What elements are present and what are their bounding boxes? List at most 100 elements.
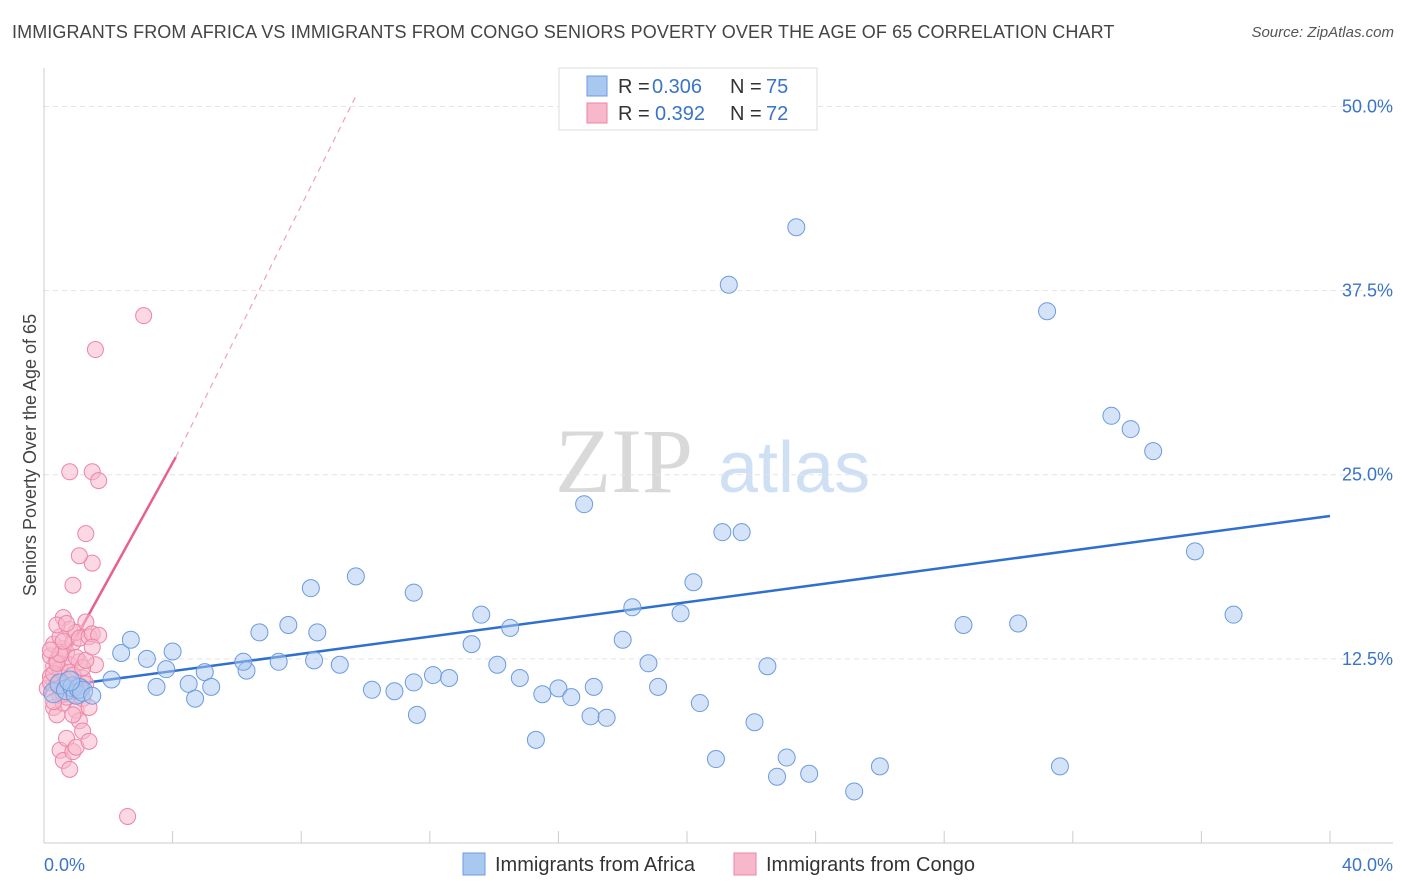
y-tick-label: 12.5% <box>1342 649 1393 669</box>
bottom-legend-swatch-congo <box>733 852 757 876</box>
data-point-africa <box>713 523 732 542</box>
data-point-congo <box>77 525 95 543</box>
data-point-africa <box>83 686 102 705</box>
data-point-africa <box>954 615 973 634</box>
legend-n-label-congo: N = <box>730 103 762 125</box>
data-point-africa <box>758 657 777 676</box>
legend-r-label-congo: R = <box>618 103 650 125</box>
data-point-africa <box>1224 605 1243 624</box>
data-point-africa <box>706 750 725 769</box>
data-point-africa <box>690 694 709 713</box>
data-point-africa <box>301 579 320 598</box>
data-point-congo <box>80 732 98 750</box>
data-point-africa <box>202 677 221 696</box>
data-point-africa <box>440 669 459 688</box>
legend-n-value-africa: 75 <box>766 76 788 98</box>
watermark: ZIP atlas <box>555 410 870 512</box>
data-point-africa <box>533 685 552 704</box>
data-point-congo <box>70 547 88 565</box>
data-point-africa <box>305 651 324 670</box>
top-legend: R = 0.306 N = 75 R = 0.392 N = 72 <box>558 67 818 131</box>
data-point-africa <box>308 623 327 642</box>
data-point-africa <box>157 660 176 679</box>
watermark-zip: ZIP <box>555 410 693 512</box>
data-point-africa <box>719 275 738 294</box>
data-point-africa <box>385 682 404 701</box>
data-point-africa <box>800 764 819 783</box>
data-point-africa <box>649 677 668 696</box>
data-point-africa <box>59 670 81 692</box>
data-point-congo <box>54 632 72 650</box>
data-point-africa <box>745 713 764 732</box>
data-point-africa <box>404 583 423 602</box>
data-point-congo <box>90 472 108 490</box>
data-point-africa <box>472 605 491 624</box>
bottom-legend-swatch-africa <box>462 852 486 876</box>
trendline-congo-extension <box>175 95 357 458</box>
x-tick-label: 0.0% <box>44 855 85 875</box>
data-point-africa <box>597 708 616 727</box>
data-point-africa <box>404 673 423 692</box>
data-point-congo <box>64 706 82 724</box>
x-tick-label: 40.0% <box>1342 855 1393 875</box>
data-point-africa <box>549 679 568 698</box>
data-point-africa <box>488 655 507 674</box>
data-point-africa <box>623 598 642 617</box>
data-point-congo <box>86 341 104 359</box>
data-point-africa <box>1144 442 1163 461</box>
y-tick-label: 37.5% <box>1342 281 1393 301</box>
data-point-africa <box>346 567 365 586</box>
data-point-africa <box>269 652 288 671</box>
y-tick-labels: 12.5% 25.0% 37.5% 50.0% <box>1342 96 1393 668</box>
bottom-legend: Immigrants from Africa Immigrants from C… <box>462 852 975 876</box>
data-point-africa <box>1038 302 1057 321</box>
legend-n-value-congo: 72 <box>766 103 788 125</box>
bottom-legend-label-africa: Immigrants from Africa <box>495 854 696 876</box>
data-point-africa <box>102 670 121 689</box>
data-point-africa <box>584 677 603 696</box>
data-point-africa <box>234 652 253 671</box>
data-point-africa <box>575 495 594 514</box>
data-point-africa <box>186 689 205 708</box>
data-point-africa <box>870 757 889 776</box>
gridlines <box>44 105 1393 660</box>
data-point-africa <box>163 642 182 661</box>
data-point-africa <box>768 767 787 786</box>
legend-swatch-africa <box>586 75 608 97</box>
legend-r-label-africa: R = <box>618 76 650 98</box>
data-point-africa <box>510 669 529 688</box>
data-point-congo <box>61 760 79 778</box>
data-point-africa <box>1102 406 1121 425</box>
data-point-africa <box>137 649 156 668</box>
y-axis-label: Seniors Poverty Over the Age of 65 <box>20 314 40 596</box>
data-point-africa <box>362 680 381 699</box>
data-point-africa <box>407 705 426 724</box>
data-point-africa <box>1050 757 1069 776</box>
data-point-africa <box>639 654 658 673</box>
trend-lines <box>42 95 1331 697</box>
data-point-africa <box>330 655 349 674</box>
data-point-africa <box>121 630 140 649</box>
y-tick-label: 50.0% <box>1342 96 1393 116</box>
data-point-africa <box>671 604 690 623</box>
data-point-africa <box>112 643 131 662</box>
data-point-africa <box>777 748 796 767</box>
data-point-africa <box>1121 420 1140 439</box>
legend-r-value-congo: 0.392 <box>655 103 705 125</box>
data-point-africa <box>279 615 298 634</box>
data-point-africa <box>462 635 481 654</box>
data-point-africa <box>684 573 703 592</box>
data-point-africa <box>581 707 600 726</box>
data-point-africa <box>147 677 166 696</box>
data-point-africa <box>526 730 545 749</box>
legend-n-label-africa: N = <box>730 76 762 98</box>
legend-r-value-africa: 0.306 <box>652 76 702 98</box>
axes <box>43 68 1393 844</box>
bottom-legend-label-congo: Immigrants from Congo <box>766 854 975 876</box>
legend-swatch-congo <box>586 102 608 124</box>
y-tick-label: 25.0% <box>1342 465 1393 485</box>
data-point-congo <box>83 638 101 656</box>
data-point-congo <box>83 554 101 572</box>
data-point-africa <box>732 523 751 542</box>
